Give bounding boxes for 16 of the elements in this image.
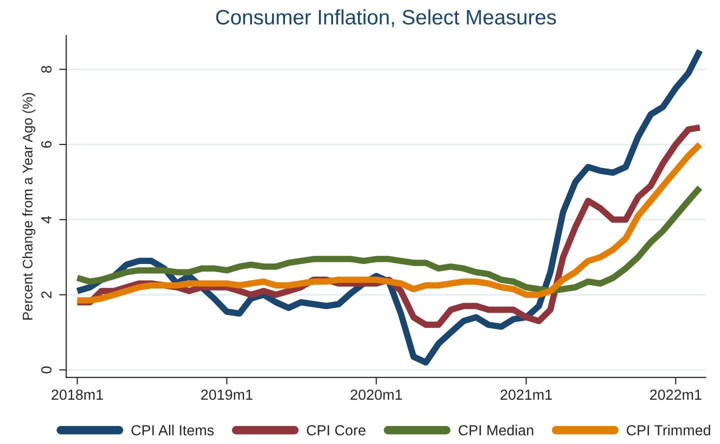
x-tick-label: 2020m1 <box>350 390 402 400</box>
x-tick-label: 2019m1 <box>201 390 252 400</box>
y-axis-title: Percent Change from a Year Ago (%) <box>22 93 36 320</box>
x-tick-label: 2022m1 <box>650 390 702 400</box>
y-tick-label: 4 <box>41 216 52 224</box>
legend-label: CPI Core <box>306 425 366 436</box>
legend-label: CPI Trimmed <box>626 424 710 436</box>
x-tick-label: 2021m1 <box>500 390 552 400</box>
x-tick-label: 2018m1 <box>52 390 103 400</box>
legend-label: CPI All Items <box>131 424 214 436</box>
y-tick-label: 6 <box>41 141 52 148</box>
chart-title: Consumer Inflation, Select Measures <box>216 9 556 28</box>
y-tick-label: 0 <box>41 366 52 374</box>
y-tick-label: 8 <box>41 66 52 73</box>
y-tick-label: 2 <box>41 291 52 298</box>
legend-label: CPI Median <box>458 424 534 436</box>
